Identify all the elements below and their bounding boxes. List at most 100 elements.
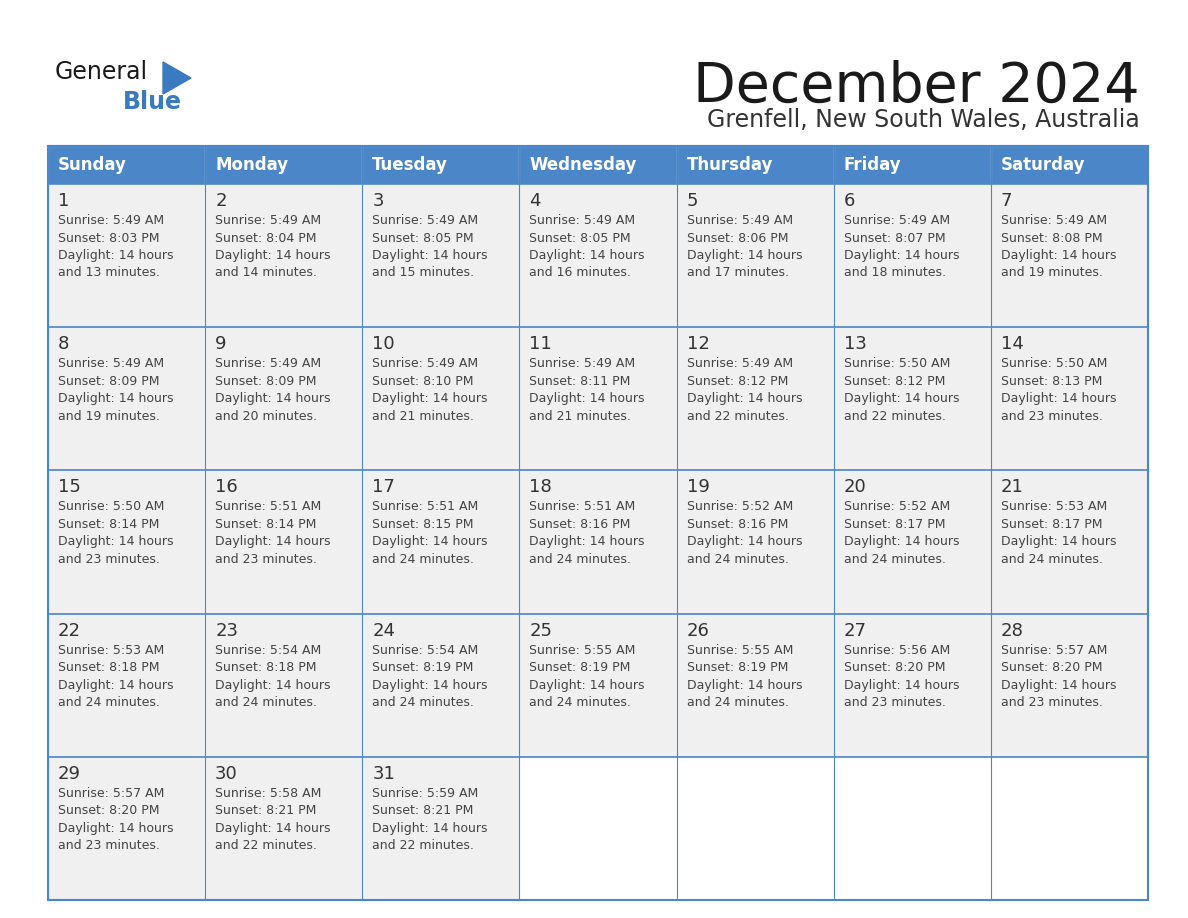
- Text: Sunset: 8:21 PM: Sunset: 8:21 PM: [372, 804, 474, 817]
- Bar: [206, 146, 362, 184]
- Text: 11: 11: [530, 335, 552, 353]
- Text: and 16 minutes.: and 16 minutes.: [530, 266, 631, 279]
- Text: Sunset: 8:17 PM: Sunset: 8:17 PM: [843, 518, 946, 531]
- Bar: [991, 327, 1148, 470]
- Text: Daylight: 14 hours: Daylight: 14 hours: [372, 678, 488, 691]
- Bar: [991, 184, 1148, 327]
- Text: Sunrise: 5:49 AM: Sunrise: 5:49 AM: [215, 214, 321, 227]
- Bar: [48, 184, 206, 327]
- Text: Sunrise: 5:49 AM: Sunrise: 5:49 AM: [843, 214, 950, 227]
- Text: Daylight: 14 hours: Daylight: 14 hours: [215, 822, 330, 834]
- Text: and 24 minutes.: and 24 minutes.: [372, 696, 474, 709]
- Text: and 24 minutes.: and 24 minutes.: [58, 696, 160, 709]
- Text: Sunrise: 5:49 AM: Sunrise: 5:49 AM: [372, 214, 479, 227]
- Text: Sunrise: 5:54 AM: Sunrise: 5:54 AM: [372, 644, 479, 656]
- Text: Sunrise: 5:50 AM: Sunrise: 5:50 AM: [1000, 357, 1107, 370]
- Text: 4: 4: [530, 192, 541, 210]
- Bar: [519, 613, 677, 756]
- Text: Daylight: 14 hours: Daylight: 14 hours: [1000, 249, 1117, 262]
- Text: 24: 24: [372, 621, 396, 640]
- Text: 30: 30: [215, 765, 238, 783]
- Text: 12: 12: [687, 335, 709, 353]
- Text: Sunset: 8:20 PM: Sunset: 8:20 PM: [1000, 661, 1102, 674]
- Text: and 23 minutes.: and 23 minutes.: [1000, 696, 1102, 709]
- Bar: [834, 470, 991, 613]
- Text: Monday: Monday: [215, 156, 289, 174]
- Bar: [48, 146, 1148, 900]
- Text: Tuesday: Tuesday: [372, 156, 448, 174]
- Bar: [834, 756, 991, 900]
- Bar: [206, 184, 362, 327]
- Text: Daylight: 14 hours: Daylight: 14 hours: [1000, 678, 1117, 691]
- Text: Sunrise: 5:59 AM: Sunrise: 5:59 AM: [372, 787, 479, 800]
- Text: General: General: [55, 60, 148, 84]
- Bar: [677, 146, 834, 184]
- Text: 31: 31: [372, 765, 396, 783]
- Text: Sunrise: 5:54 AM: Sunrise: 5:54 AM: [215, 644, 322, 656]
- Bar: [362, 613, 519, 756]
- Text: and 13 minutes.: and 13 minutes.: [58, 266, 160, 279]
- Bar: [991, 146, 1148, 184]
- Text: Daylight: 14 hours: Daylight: 14 hours: [843, 678, 959, 691]
- Text: and 23 minutes.: and 23 minutes.: [843, 696, 946, 709]
- Text: Sunrise: 5:51 AM: Sunrise: 5:51 AM: [215, 500, 322, 513]
- Text: Sunset: 8:19 PM: Sunset: 8:19 PM: [530, 661, 631, 674]
- Text: and 21 minutes.: and 21 minutes.: [530, 409, 631, 422]
- Text: 1: 1: [58, 192, 69, 210]
- Text: and 22 minutes.: and 22 minutes.: [215, 839, 317, 852]
- Text: Daylight: 14 hours: Daylight: 14 hours: [687, 678, 802, 691]
- Text: and 22 minutes.: and 22 minutes.: [372, 839, 474, 852]
- Text: Daylight: 14 hours: Daylight: 14 hours: [372, 392, 488, 405]
- Bar: [677, 327, 834, 470]
- Text: Daylight: 14 hours: Daylight: 14 hours: [58, 822, 173, 834]
- Bar: [48, 470, 206, 613]
- Text: Sunset: 8:17 PM: Sunset: 8:17 PM: [1000, 518, 1102, 531]
- Text: Daylight: 14 hours: Daylight: 14 hours: [215, 535, 330, 548]
- Text: Daylight: 14 hours: Daylight: 14 hours: [215, 249, 330, 262]
- Text: Daylight: 14 hours: Daylight: 14 hours: [58, 678, 173, 691]
- Text: Sunset: 8:16 PM: Sunset: 8:16 PM: [530, 518, 631, 531]
- Text: and 22 minutes.: and 22 minutes.: [843, 409, 946, 422]
- Bar: [834, 327, 991, 470]
- Bar: [362, 756, 519, 900]
- Text: Sunrise: 5:52 AM: Sunrise: 5:52 AM: [687, 500, 792, 513]
- Text: and 24 minutes.: and 24 minutes.: [372, 553, 474, 565]
- Text: 27: 27: [843, 621, 867, 640]
- Text: Sunrise: 5:55 AM: Sunrise: 5:55 AM: [687, 644, 792, 656]
- Text: Sunset: 8:05 PM: Sunset: 8:05 PM: [530, 231, 631, 244]
- Text: 26: 26: [687, 621, 709, 640]
- Text: Daylight: 14 hours: Daylight: 14 hours: [530, 392, 645, 405]
- Text: Daylight: 14 hours: Daylight: 14 hours: [687, 249, 802, 262]
- Text: Daylight: 14 hours: Daylight: 14 hours: [843, 249, 959, 262]
- Text: and 19 minutes.: and 19 minutes.: [58, 409, 160, 422]
- Text: and 20 minutes.: and 20 minutes.: [215, 409, 317, 422]
- Text: 22: 22: [58, 621, 81, 640]
- Text: Sunrise: 5:49 AM: Sunrise: 5:49 AM: [215, 357, 321, 370]
- Text: 8: 8: [58, 335, 69, 353]
- Text: Thursday: Thursday: [687, 156, 773, 174]
- Text: December 2024: December 2024: [694, 60, 1140, 114]
- Text: and 17 minutes.: and 17 minutes.: [687, 266, 789, 279]
- Text: Sunday: Sunday: [58, 156, 127, 174]
- Bar: [677, 184, 834, 327]
- Text: Sunset: 8:14 PM: Sunset: 8:14 PM: [58, 518, 159, 531]
- Text: Daylight: 14 hours: Daylight: 14 hours: [530, 249, 645, 262]
- Text: Sunrise: 5:51 AM: Sunrise: 5:51 AM: [372, 500, 479, 513]
- Bar: [677, 470, 834, 613]
- Text: Daylight: 14 hours: Daylight: 14 hours: [372, 249, 488, 262]
- Bar: [206, 756, 362, 900]
- Text: 21: 21: [1000, 478, 1024, 497]
- Text: Sunset: 8:19 PM: Sunset: 8:19 PM: [372, 661, 474, 674]
- Text: Grenfell, New South Wales, Australia: Grenfell, New South Wales, Australia: [707, 108, 1140, 132]
- Text: and 24 minutes.: and 24 minutes.: [530, 696, 631, 709]
- Text: Daylight: 14 hours: Daylight: 14 hours: [58, 392, 173, 405]
- Bar: [991, 470, 1148, 613]
- Text: 16: 16: [215, 478, 238, 497]
- Text: 29: 29: [58, 765, 81, 783]
- Text: Sunrise: 5:58 AM: Sunrise: 5:58 AM: [215, 787, 322, 800]
- Text: Sunrise: 5:49 AM: Sunrise: 5:49 AM: [687, 357, 792, 370]
- Text: Daylight: 14 hours: Daylight: 14 hours: [1000, 392, 1117, 405]
- Text: Sunset: 8:19 PM: Sunset: 8:19 PM: [687, 661, 788, 674]
- Bar: [519, 184, 677, 327]
- Text: Daylight: 14 hours: Daylight: 14 hours: [843, 535, 959, 548]
